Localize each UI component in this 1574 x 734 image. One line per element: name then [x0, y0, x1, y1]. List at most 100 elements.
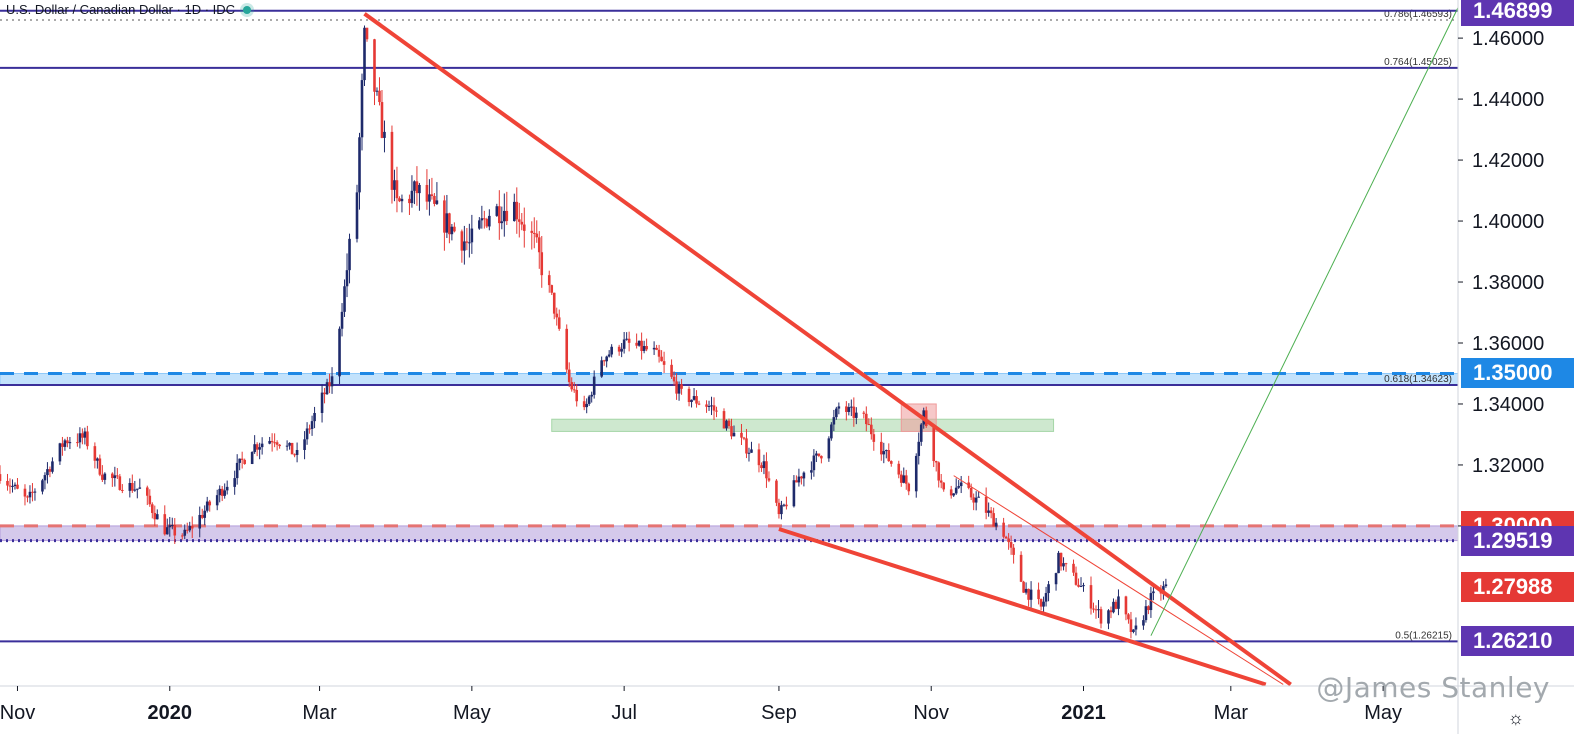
candle-body	[690, 399, 693, 403]
candle-body	[0, 474, 2, 481]
candle-body	[867, 424, 871, 426]
candle-body	[870, 424, 873, 435]
candle-body	[765, 461, 768, 479]
candle-body	[677, 384, 681, 394]
candle-body	[408, 198, 411, 204]
candle-body	[627, 338, 631, 343]
candle-body	[340, 311, 344, 329]
candle-body	[310, 421, 314, 429]
candle-body	[957, 486, 960, 488]
candle-body	[515, 201, 519, 220]
candle-body	[145, 487, 149, 496]
candle-body	[218, 488, 221, 496]
price-tag-3: 1.29519	[1461, 525, 1574, 556]
candle-body	[587, 396, 591, 404]
candle-body	[535, 233, 539, 238]
candle-body	[383, 131, 386, 138]
candle-body	[328, 382, 331, 387]
candle-body	[118, 476, 122, 490]
candle-body	[845, 406, 848, 412]
candle-body	[41, 480, 44, 492]
candle-body	[83, 431, 87, 438]
candles-group	[0, 25, 1168, 639]
gear-icon[interactable]: ☼	[1507, 708, 1525, 728]
candle-body	[740, 432, 743, 438]
candle-body	[1152, 591, 1155, 594]
candle-body	[620, 348, 623, 352]
candle-body	[358, 137, 361, 193]
candle-body	[795, 480, 798, 483]
candle-body	[173, 525, 177, 536]
candle-body	[121, 489, 124, 491]
candle-body	[373, 39, 376, 92]
candle-body	[430, 194, 434, 196]
candle-body	[914, 455, 918, 492]
candle-body	[418, 184, 421, 194]
candle-body	[855, 412, 858, 418]
x-tick-label-8: Mar	[1214, 702, 1249, 724]
candle-body	[775, 480, 778, 503]
candle-body	[707, 405, 711, 407]
candle-body	[565, 328, 569, 370]
candle-body	[942, 482, 946, 490]
candle-body	[253, 444, 256, 453]
candle-body	[378, 90, 381, 103]
candle-body	[183, 529, 187, 536]
candle-body	[1027, 588, 1030, 600]
candle-body	[1079, 586, 1083, 588]
x-tick-label-7: 2021	[1061, 702, 1106, 724]
candle-body	[954, 487, 958, 494]
candle-body	[695, 396, 698, 404]
candle-body	[198, 514, 202, 529]
candle-body	[917, 441, 921, 456]
candle-body	[520, 221, 524, 225]
trendline-0	[363, 12, 1292, 687]
candle-body	[66, 440, 69, 444]
candle-body	[485, 219, 489, 227]
candle-body	[240, 458, 244, 460]
candle-body	[415, 181, 419, 194]
candle-body	[1094, 609, 1098, 611]
candle-body	[810, 470, 813, 473]
candle-body	[313, 412, 316, 422]
candle-body	[1107, 610, 1110, 624]
candle-body	[552, 292, 556, 314]
candle-body	[1009, 542, 1013, 548]
candle-body	[58, 443, 62, 462]
candle-body	[725, 420, 728, 429]
candle-body	[989, 510, 993, 514]
candle-body	[233, 478, 236, 487]
candle-body	[1147, 606, 1150, 611]
candle-body	[742, 437, 746, 439]
candle-body	[98, 458, 102, 475]
candle-body	[532, 232, 536, 234]
candle-body	[1092, 608, 1095, 610]
candle-body	[1144, 606, 1148, 621]
candle-body	[1059, 552, 1063, 567]
candle-body	[974, 497, 978, 503]
candle-body	[850, 406, 853, 408]
price-tag-5: 1.26210	[1461, 626, 1574, 657]
candle-body	[1007, 538, 1010, 543]
candle-body	[715, 410, 718, 412]
candle-body	[398, 198, 401, 202]
candle-body	[168, 525, 172, 528]
candle-body	[498, 206, 501, 224]
candle-body	[325, 382, 329, 395]
candle-body	[365, 27, 369, 40]
candle-body	[76, 442, 79, 444]
candle-body	[817, 453, 821, 456]
candle-body	[116, 475, 119, 477]
candle-body	[582, 401, 586, 408]
candle-body	[847, 407, 851, 412]
candle-body	[61, 443, 64, 447]
candle-body	[393, 180, 396, 190]
candle-body	[610, 346, 613, 355]
candle-body	[153, 512, 157, 520]
candle-body	[1164, 584, 1168, 587]
candle-body	[1127, 614, 1130, 620]
candle-body	[710, 405, 713, 407]
x-tick-label-2: Mar	[302, 702, 337, 724]
candle-body	[977, 496, 980, 498]
